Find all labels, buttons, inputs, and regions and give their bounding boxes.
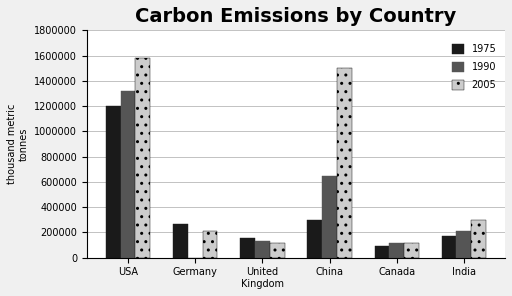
Bar bbox=[471, 220, 486, 258]
Bar bbox=[307, 220, 322, 258]
Bar bbox=[442, 236, 457, 258]
Bar bbox=[106, 106, 121, 258]
Bar bbox=[203, 231, 217, 258]
Bar bbox=[121, 91, 135, 258]
Bar bbox=[404, 242, 419, 258]
Bar bbox=[240, 237, 255, 258]
Bar bbox=[337, 68, 352, 258]
Bar bbox=[173, 223, 188, 258]
Bar bbox=[322, 176, 337, 258]
Title: Carbon Emissions by Country: Carbon Emissions by Country bbox=[135, 7, 457, 26]
Bar bbox=[389, 243, 404, 258]
Bar bbox=[135, 58, 150, 258]
Bar bbox=[270, 242, 285, 258]
Bar bbox=[457, 231, 471, 258]
Y-axis label: thousand metric
tonnes: thousand metric tonnes bbox=[7, 104, 29, 184]
Bar bbox=[255, 241, 270, 258]
Bar bbox=[375, 246, 389, 258]
Legend: 1975, 1990, 2005: 1975, 1990, 2005 bbox=[448, 40, 500, 94]
